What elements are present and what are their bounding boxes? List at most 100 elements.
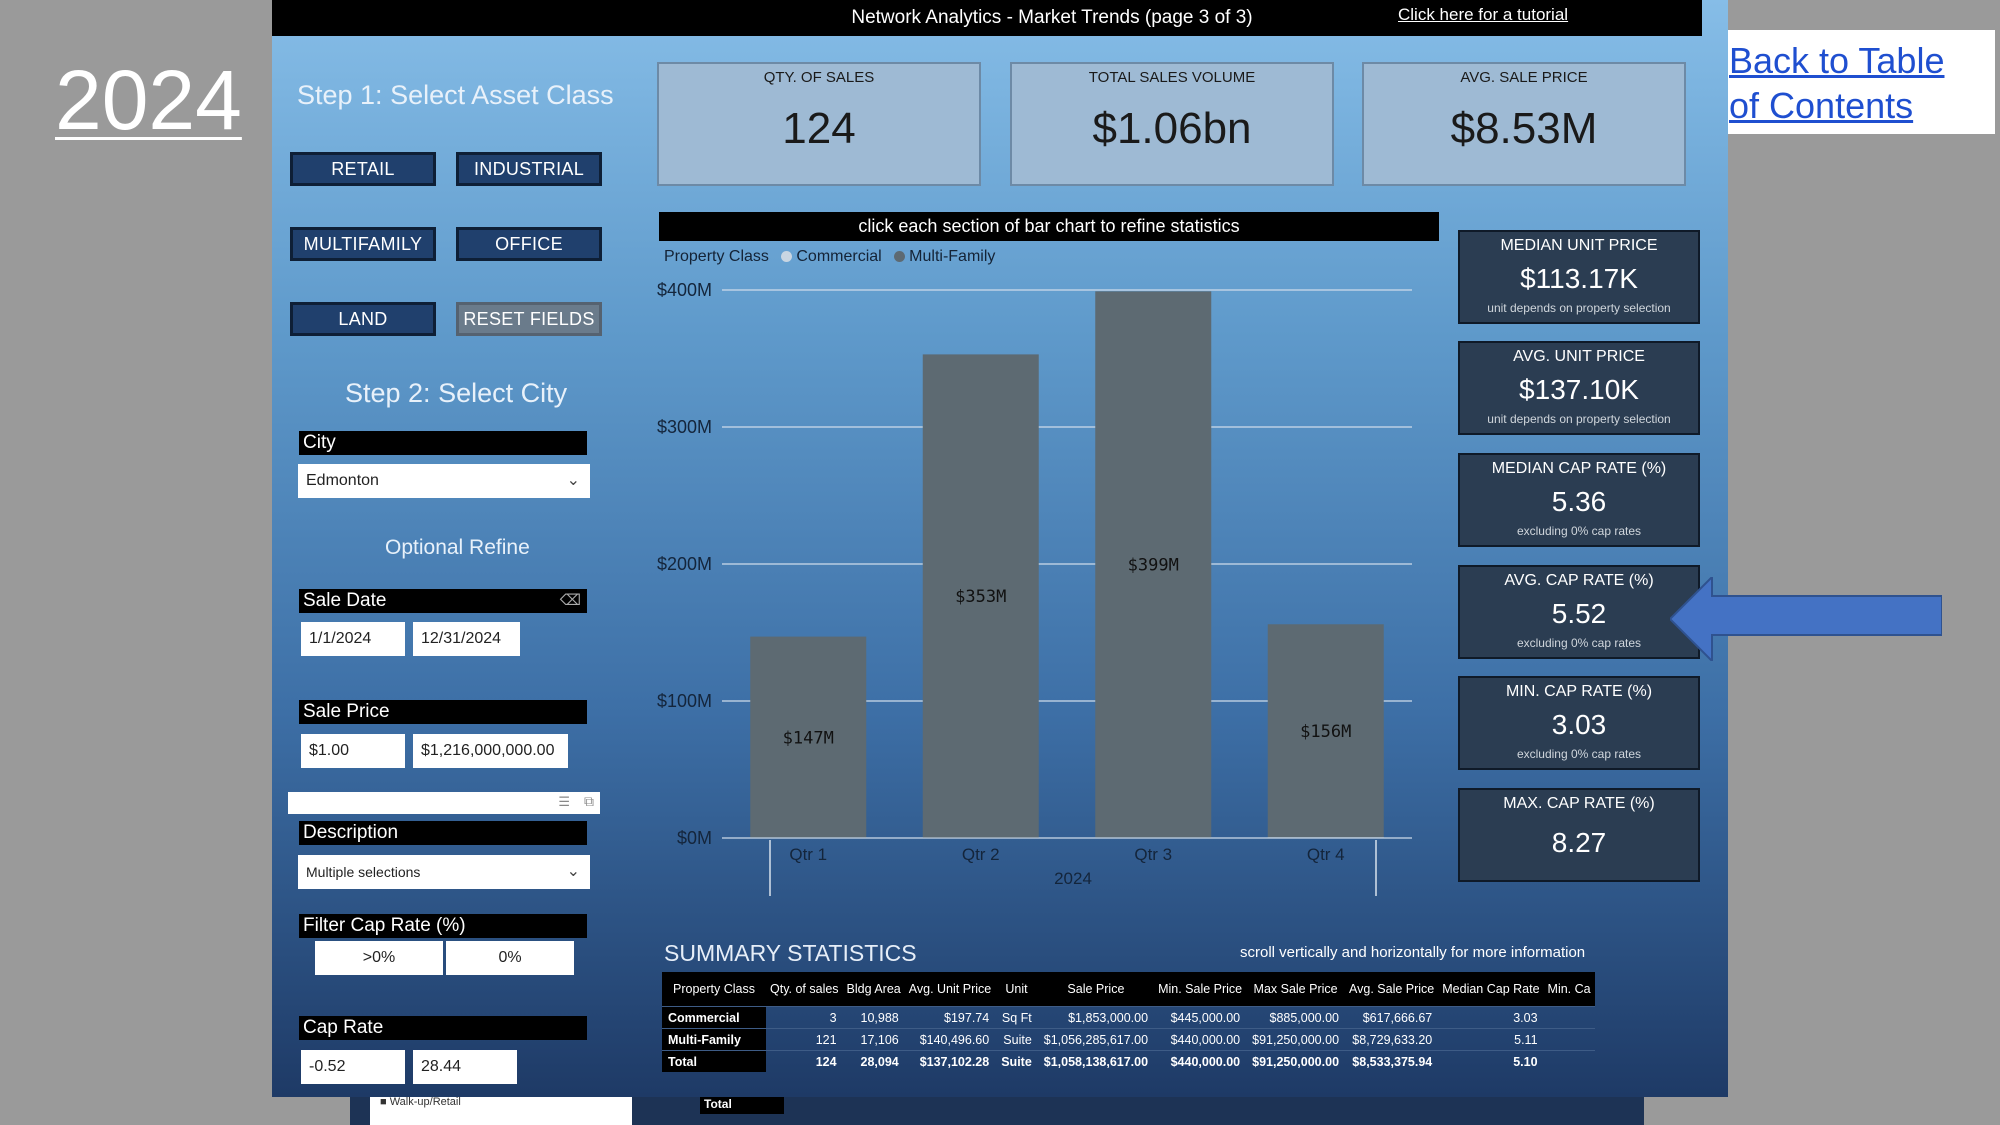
stat-label: MEDIAN UNIT PRICE (1500, 237, 1658, 254)
cap-rate-min-input[interactable]: -0.52 (301, 1050, 405, 1084)
bar-multifamily[interactable] (1095, 291, 1212, 838)
table-cell: Suite (995, 1050, 1038, 1072)
sale-date-to-input[interactable]: 12/31/2024 (413, 622, 520, 656)
summary-table[interactable]: Property Class Qty. of sales Bldg Area Avg.… (662, 972, 1595, 1072)
table-row[interactable]: Total 124 28,094 $137,102.28 Suite $1,058,138… (662, 1050, 1595, 1072)
sales-volume-bar-chart[interactable]: $0M $100M $200M $300M $400M $147M Qtr 1 $353M Qt… (652, 270, 1462, 920)
table-cell: Sq Ft (995, 1006, 1038, 1029)
stat-value: 5.52 (1551, 598, 1607, 629)
cap-rate-max-input[interactable]: 28.44 (413, 1050, 517, 1084)
bar-data-label: $399M (1128, 556, 1179, 576)
table-row[interactable]: Commercial 3 10,988 $197.74 Sq Ft $1,853,000.… (662, 1006, 1595, 1029)
table-cell: $197.74 (904, 1006, 996, 1029)
kpi-label: AVG. SALE PRICE (1460, 69, 1588, 86)
table-cell (1543, 1028, 1595, 1051)
sale-date-label: Sale Date ⌫ (299, 589, 587, 613)
stat-value: 3.03 (1551, 709, 1607, 740)
optional-refine-label: Optional Refine (385, 536, 530, 559)
back-to-toc-link[interactable]: Back to Table of Contents (1729, 40, 1945, 126)
office-button[interactable]: OFFICE (456, 227, 602, 261)
arrow-left-icon (1670, 577, 1942, 661)
table-cell: $140,496.60 (904, 1028, 996, 1051)
table-cell: 17,106 (842, 1028, 905, 1051)
year-title: 2024 (55, 53, 242, 147)
table-cell (1543, 1050, 1595, 1072)
bar-commercial[interactable] (922, 837, 1039, 838)
sale-price-max-input[interactable]: $1,216,000,000.00 (413, 734, 568, 768)
legend-dot-multifamily (894, 251, 906, 262)
summary-column-header[interactable]: Unit (995, 972, 1038, 1007)
summary-column-header[interactable]: Median Cap Rate (1438, 972, 1544, 1007)
table-cell: $445,000.00 (1154, 1006, 1247, 1029)
stat-median-cap-rate: MEDIAN CAP RATE (%) 5.36 excluding 0% ca… (1458, 453, 1700, 547)
industrial-button[interactable]: INDUSTRIAL (456, 152, 602, 186)
table-row[interactable]: Multi-Family 121 17,106 $140,496.60 Suite $1,… (662, 1028, 1595, 1051)
sale-date-label-text: Sale Date (303, 590, 387, 611)
table-cell: $440,000.00 (1154, 1050, 1247, 1072)
table-cell (1543, 1006, 1595, 1029)
title-bar: Network Analytics - Market Trends (page … (272, 0, 1702, 36)
bar-commercial[interactable] (1095, 837, 1212, 838)
stat-value: $137.10K (1519, 374, 1639, 405)
cap-rate-gt0-option[interactable]: >0% (315, 941, 443, 975)
stat-value: 8.27 (1551, 827, 1607, 858)
retail-button[interactable]: RETAIL (290, 152, 436, 186)
summary-column-header[interactable]: Qty. of sales (766, 972, 843, 1007)
table-cell: 5.11 (1438, 1028, 1544, 1051)
summary-column-header[interactable]: Sale Price (1037, 972, 1155, 1007)
legend-dot-commercial (781, 251, 793, 262)
summary-column-header[interactable]: Min. Sale Price (1154, 972, 1247, 1007)
legend-item-commercial[interactable]: Commercial (796, 248, 882, 265)
stat-label: AVG. CAP RATE (%) (1504, 572, 1654, 589)
table-cell: Multi-Family (662, 1028, 766, 1051)
kpi-label: QTY. OF SALES (763, 69, 875, 86)
x-tick-label: Qtr 4 (1307, 845, 1345, 864)
x-tick-label: Qtr 3 (1134, 845, 1172, 864)
table-cell: $440,000.00 (1154, 1028, 1247, 1051)
legend-title: Property Class (664, 248, 769, 265)
land-button[interactable]: LAND (290, 302, 436, 336)
y-tick-label: $200M (657, 554, 712, 574)
sale-price-min-input[interactable]: $1.00 (301, 734, 405, 768)
behind-checkbox-label: ■ Walk-up/Retail (380, 1096, 461, 1108)
table-cell: $1,058,138,617.00 (1037, 1050, 1155, 1072)
cap-rate-label: Cap Rate (299, 1016, 587, 1040)
stat-avg-unit-price: AVG. UNIT PRICE $137.10K unit depends on… (1458, 341, 1700, 435)
summary-column-header[interactable]: Avg. Sale Price (1345, 972, 1439, 1007)
table-cell: 10,988 (842, 1006, 905, 1029)
bar-commercial[interactable] (1267, 837, 1384, 838)
sale-date-from-input[interactable]: 1/1/2024 (301, 622, 405, 656)
table-cell: 121 (766, 1028, 843, 1051)
kpi-value: $1.06bn (1092, 104, 1252, 153)
eraser-icon[interactable]: ⌫ (559, 592, 581, 609)
step1-title: Step 1: Select Asset Class (297, 80, 614, 110)
bar-multifamily[interactable] (922, 354, 1039, 838)
bar-multifamily[interactable] (750, 636, 867, 838)
summary-column-header[interactable]: Min. Ca (1543, 972, 1595, 1007)
city-dropdown[interactable]: Edmonton ⌄ (298, 464, 590, 498)
bar-data-label: $353M (955, 587, 1006, 607)
stat-max-cap-rate: MAX. CAP RATE (%) 8.27 (1458, 788, 1700, 882)
stat-note: unit depends on property selection (1487, 412, 1671, 426)
table-cell: 5.10 (1438, 1050, 1544, 1072)
cap-rate-0-option[interactable]: 0% (446, 941, 574, 975)
filter-icon[interactable]: ☰ (558, 794, 570, 809)
table-cell: $1,853,000.00 (1037, 1006, 1155, 1029)
summary-scroll-note: scroll vertically and horizontally for m… (1240, 944, 1586, 961)
reset-fields-button[interactable]: RESET FIELDS (456, 302, 602, 336)
bar-multifamily[interactable] (1267, 624, 1384, 838)
kpi-avg-sale-price: AVG. SALE PRICE $8.53M (1362, 62, 1686, 186)
legend-item-multifamily[interactable]: Multi-Family (909, 248, 996, 265)
summary-column-header[interactable]: Max Sale Price (1246, 972, 1346, 1007)
description-dropdown[interactable]: Multiple selections ⌄ (298, 855, 590, 889)
bar-commercial[interactable] (750, 837, 867, 838)
stat-avg-cap-rate: AVG. CAP RATE (%) 5.52 excluding 0% cap … (1458, 565, 1700, 659)
focus-mode-icon[interactable]: ⧉ (584, 793, 594, 809)
tutorial-link[interactable]: Click here for a tutorial (1398, 5, 1569, 24)
behind-filter-list (370, 1094, 632, 1125)
summary-column-header[interactable]: Property Class (662, 972, 766, 1007)
multifamily-button[interactable]: MULTIFAMILY (290, 227, 436, 261)
sale-price-label: Sale Price (299, 700, 587, 724)
summary-column-header[interactable]: Avg. Unit Price (904, 972, 996, 1007)
summary-column-header[interactable]: Bldg Area (842, 972, 905, 1007)
